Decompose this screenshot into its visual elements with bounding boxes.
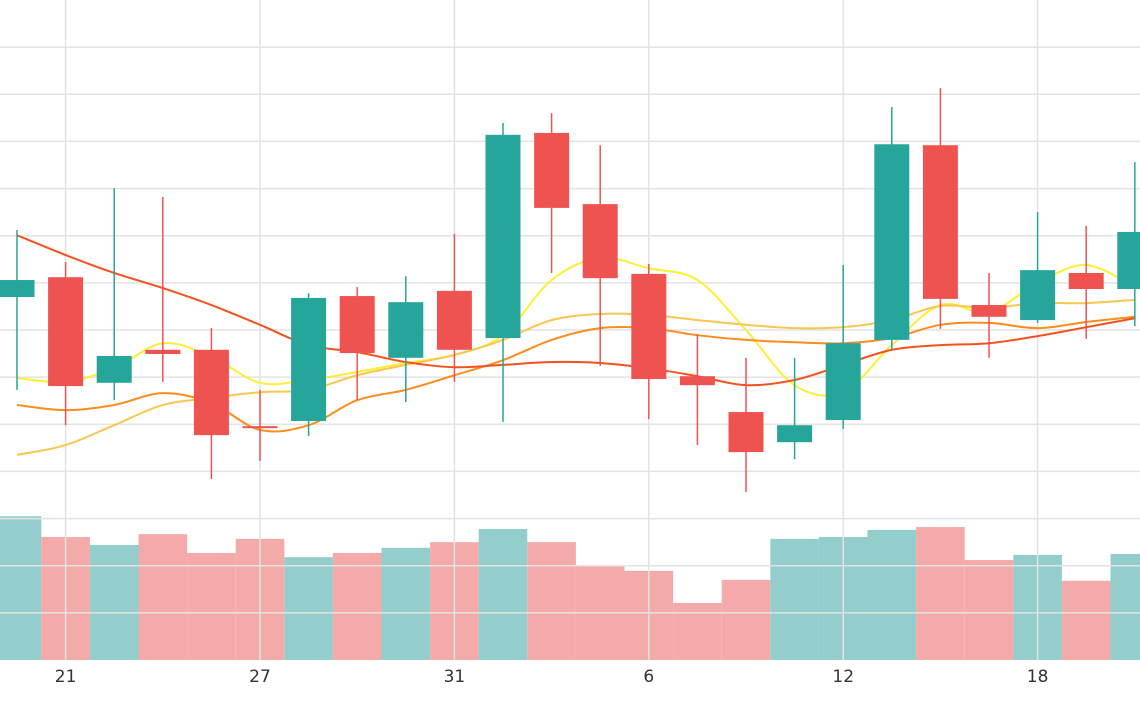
moving-average-line [16, 256, 1136, 397]
volume-bar [284, 557, 333, 660]
candle-body [0, 280, 35, 297]
volume-bar [381, 547, 431, 660]
candle-body [436, 290, 472, 350]
volume-bar [1110, 553, 1140, 660]
candle-body [145, 349, 181, 355]
candle-body [679, 376, 715, 386]
x-tick-label: 18 [1027, 667, 1049, 687]
candle-body [339, 296, 375, 354]
x-tick-label: 27 [249, 667, 271, 687]
moving-average-line [16, 234, 1135, 387]
candle-body [971, 305, 1007, 317]
volume-bar [721, 579, 771, 660]
volume-bar [478, 528, 528, 660]
volume-bar [673, 602, 722, 660]
candle-body [874, 144, 910, 340]
candle-body [1068, 272, 1104, 289]
candle-body [48, 277, 84, 387]
volume-bar [0, 516, 42, 660]
candle-body [485, 134, 521, 339]
x-tick-label: 12 [832, 667, 854, 687]
volume-bar [89, 544, 139, 660]
x-tick-label: 31 [444, 667, 466, 687]
x-tick-label: 6 [643, 667, 654, 687]
candle-body [242, 426, 278, 429]
candle-body [291, 297, 327, 421]
candle-body [1020, 270, 1056, 321]
moving-average-line [16, 315, 1135, 433]
volume-bar [138, 534, 188, 660]
volume-bar [332, 552, 382, 660]
candle-body [631, 273, 667, 380]
candle-body [777, 425, 813, 443]
x-tick-label: 21 [55, 667, 77, 687]
candle-body [825, 343, 861, 421]
volume-bar [527, 542, 576, 660]
candle-body [534, 132, 570, 208]
volume-bar [867, 529, 917, 660]
candle-body [582, 204, 618, 279]
volume-bar [187, 552, 236, 660]
candle-body [96, 355, 132, 383]
candle-body [922, 145, 958, 299]
candle-body [193, 349, 229, 436]
volume-bar [916, 527, 965, 660]
volume-bar [964, 560, 1014, 660]
candle-body [728, 412, 764, 453]
volume-bar [1061, 580, 1111, 660]
volume-bar [770, 538, 819, 660]
candle-body [1117, 231, 1140, 289]
candle-body [388, 302, 424, 358]
